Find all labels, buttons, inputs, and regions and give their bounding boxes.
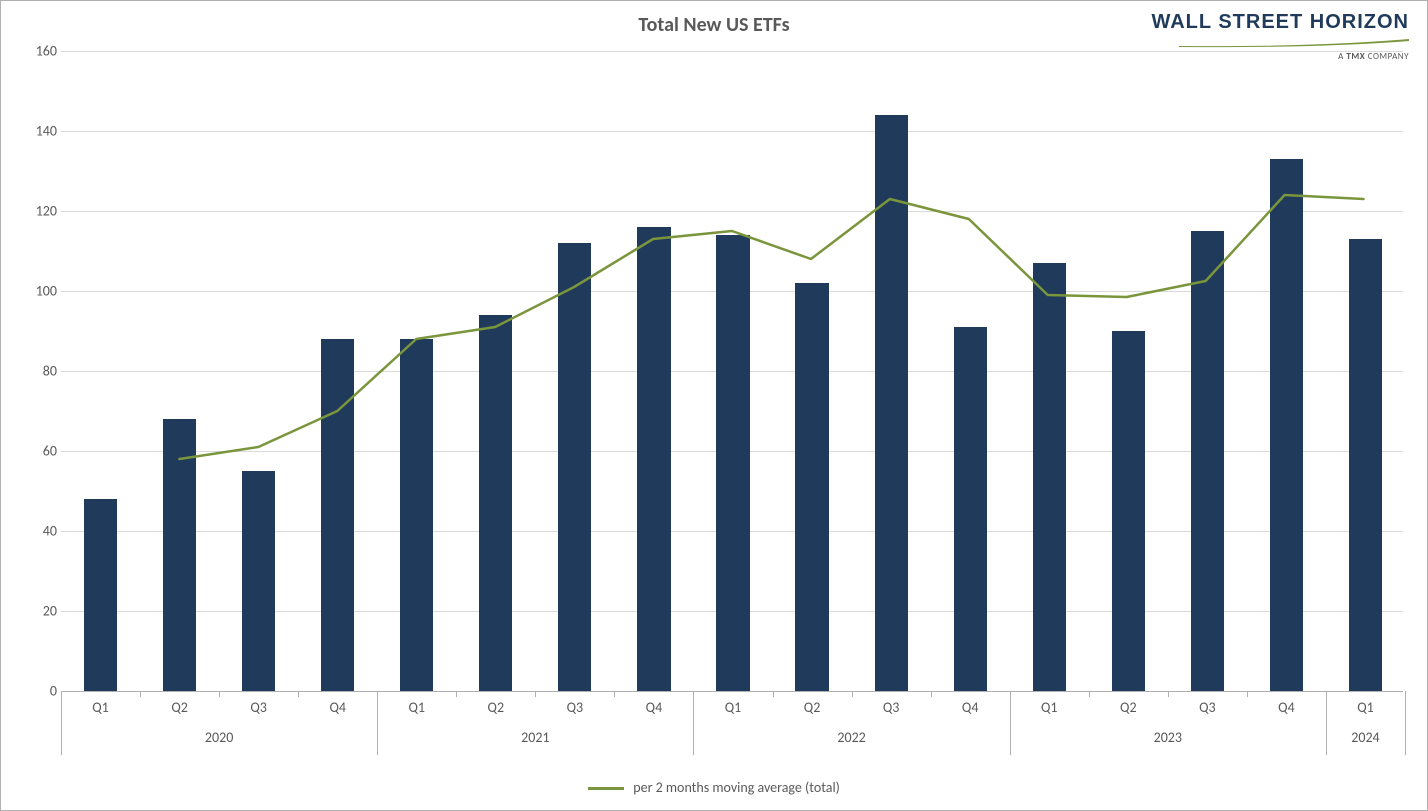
x-axis-quarters: Q1 Q2 Q3 Q4 Q1 Q2 Q3 Q4 Q1 Q2 Q3 Q4 Q1 Q2 Q3 Q4 Q1 [61, 699, 1403, 723]
x-quarter-label: Q1 [725, 699, 742, 716]
year-divider [1326, 691, 1327, 755]
x-tick [931, 691, 932, 697]
chart-container: Total New US ETFs WALL STREET HORIZON A … [0, 0, 1428, 811]
x-quarter-label: Q4 [329, 699, 346, 716]
x-tick [614, 691, 615, 697]
legend-label: per 2 months moving average (total) [633, 779, 840, 796]
y-tick-label: 120 [21, 203, 57, 220]
year-divider [61, 691, 62, 755]
legend-line-swatch [588, 787, 624, 790]
x-tick [1168, 691, 1169, 697]
x-quarter-label: Q3 [883, 699, 900, 716]
x-tick [773, 691, 774, 697]
x-axis-years: 2020 2021 2022 2023 2024 [61, 729, 1403, 757]
x-quarter-label: Q2 [804, 699, 821, 716]
x-year-label: 2020 [205, 729, 233, 746]
y-tick-label: 100 [21, 283, 57, 300]
year-divider [1405, 691, 1406, 755]
logo-text-a: WALL STREET [1151, 11, 1303, 33]
plot-area [61, 51, 1403, 691]
x-quarter-label: Q1 [1357, 699, 1374, 716]
x-tick [219, 691, 220, 697]
y-tick-label: 20 [21, 603, 57, 620]
x-quarter-label: Q4 [962, 699, 979, 716]
legend: per 2 months moving average (total) [1, 779, 1427, 796]
year-divider [1010, 691, 1011, 755]
x-axis-baseline [61, 691, 1403, 692]
x-year-label: 2024 [1351, 729, 1379, 746]
logo-swoosh-icon [1179, 38, 1409, 48]
y-axis: 020406080100120140160 [21, 51, 57, 691]
x-tick [140, 691, 141, 697]
y-tick-label: 80 [21, 363, 57, 380]
x-quarter-label: Q4 [646, 699, 663, 716]
x-quarter-label: Q2 [488, 699, 505, 716]
x-quarter-label: Q3 [250, 699, 267, 716]
x-quarter-label: Q1 [92, 699, 109, 716]
x-tick [298, 691, 299, 697]
year-divider [377, 691, 378, 755]
x-year-label: 2023 [1154, 729, 1182, 746]
x-year-label: 2021 [521, 729, 549, 746]
x-quarter-label: Q3 [1199, 699, 1216, 716]
x-tick [852, 691, 853, 697]
x-tick [1247, 691, 1248, 697]
x-quarter-label: Q1 [1041, 699, 1058, 716]
x-year-label: 2022 [837, 729, 865, 746]
x-quarter-label: Q3 [567, 699, 584, 716]
y-tick-label: 0 [21, 683, 57, 700]
y-tick-label: 60 [21, 443, 57, 460]
y-tick-label: 160 [21, 43, 57, 60]
y-tick-label: 140 [21, 123, 57, 140]
x-tick [456, 691, 457, 697]
x-quarter-label: Q2 [1120, 699, 1137, 716]
year-divider [693, 691, 694, 755]
x-quarter-label: Q4 [1278, 699, 1295, 716]
logo-text: WALL STREET HORIZON [1151, 11, 1409, 34]
moving-average-line [61, 51, 1403, 691]
y-tick-label: 40 [21, 523, 57, 540]
x-tick [535, 691, 536, 697]
logo-text-b: HORIZON [1310, 11, 1409, 33]
x-quarter-label: Q2 [171, 699, 188, 716]
x-quarter-label: Q1 [408, 699, 425, 716]
x-tick [1089, 691, 1090, 697]
